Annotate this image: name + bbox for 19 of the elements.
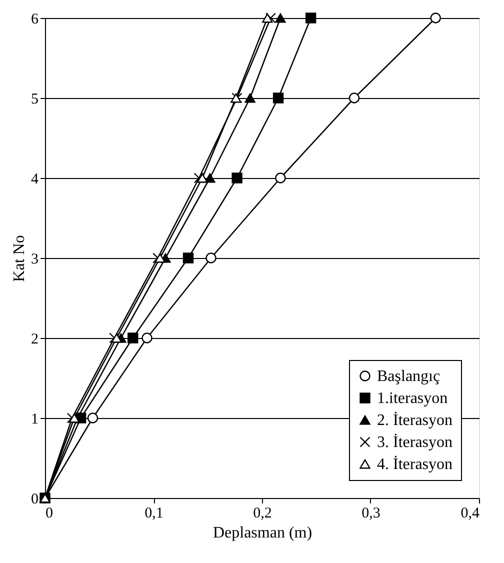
legend-label: Başlangıç bbox=[377, 368, 440, 385]
x-tick-label: 0 bbox=[46, 506, 53, 522]
y-axis-title: Kat No bbox=[11, 235, 28, 282]
y-tick-label: 5 bbox=[31, 92, 38, 108]
x-tick-label: 0,1 bbox=[144, 506, 164, 522]
y-tick-label: 0 bbox=[31, 492, 38, 508]
x-tick-label: 0,4 bbox=[460, 506, 480, 522]
x-tick-label: 0,3 bbox=[362, 506, 380, 522]
y-tick-label: 2 bbox=[31, 332, 38, 348]
x-tick-label: 0,2 bbox=[253, 506, 272, 522]
legend-label: 4. İterasyon bbox=[377, 455, 453, 473]
legend-label: 1.iterasyon bbox=[377, 390, 448, 407]
y-tick-label: 3 bbox=[31, 252, 38, 268]
x-axis-title: Deplasman (m) bbox=[212, 524, 312, 542]
y-tick-label: 6 bbox=[31, 12, 39, 28]
legend-label: 2. İterasyon bbox=[377, 411, 453, 429]
legend-label: 3. İterasyon bbox=[377, 433, 453, 451]
y-tick-label: 4 bbox=[31, 172, 39, 188]
y-tick-label: 1 bbox=[31, 412, 38, 428]
